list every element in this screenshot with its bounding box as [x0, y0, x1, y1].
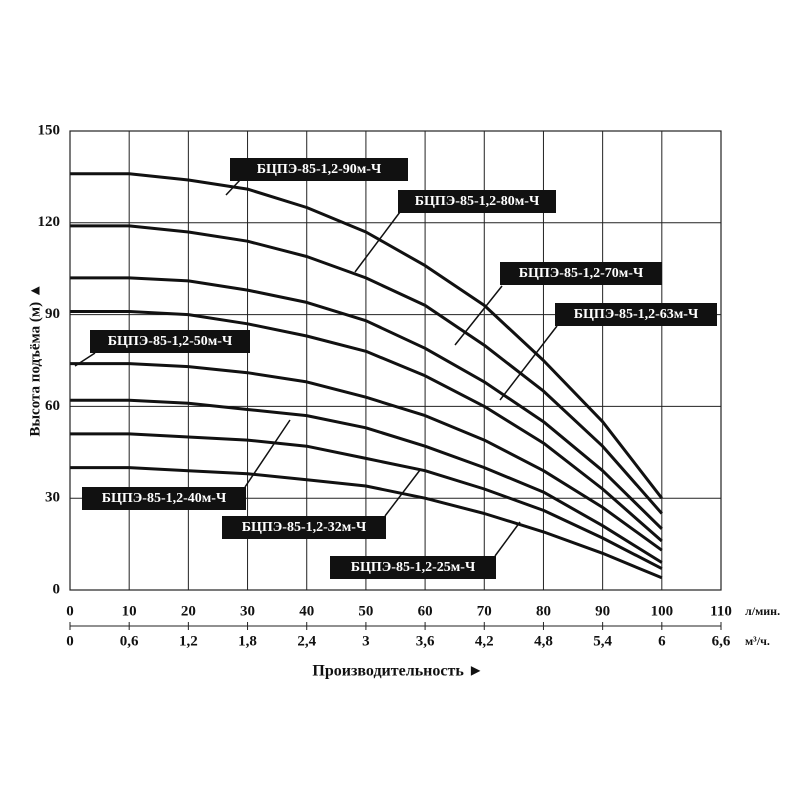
- label-pointer: [225, 179, 241, 196]
- y-tick-label: 60: [45, 398, 60, 414]
- x-tick-label: 40: [299, 603, 314, 619]
- x-tick-label: 70: [477, 603, 492, 619]
- x2-tick-label: 5,4: [593, 633, 612, 649]
- x-unit: л/мин.: [745, 604, 780, 618]
- curve: [70, 172, 663, 500]
- x-tick-label: 10: [122, 603, 137, 619]
- x-tick-label: 60: [418, 603, 433, 619]
- x-tick-label: 110: [710, 603, 732, 619]
- y-axis-title: Высота подъёма (м) ▲: [27, 283, 43, 436]
- curve: [70, 466, 663, 580]
- curve: [70, 276, 663, 530]
- x2-tick-label: 4,8: [534, 633, 553, 649]
- curve: [70, 432, 663, 570]
- x-tick-label: 50: [358, 603, 373, 619]
- label-pointer: [354, 211, 401, 273]
- series-label: БЦПЭ-85-1,2-50м-Ч: [108, 334, 233, 349]
- x2-tick-label: 6: [658, 633, 666, 649]
- x-tick-label: 30: [240, 603, 255, 619]
- x-tick-label: 100: [651, 603, 674, 619]
- x2-tick-label: 0,6: [120, 633, 139, 649]
- x2-tick-label: 1,8: [238, 633, 257, 649]
- series-label: БЦПЭ-85-1,2-70м-Ч: [519, 266, 644, 281]
- label-box: [398, 190, 556, 213]
- curve: [70, 362, 663, 552]
- label-box: [500, 262, 662, 285]
- curve: [70, 310, 663, 543]
- x-axis-title: Производительность ►: [312, 663, 483, 680]
- x-tick-label: 80: [536, 603, 551, 619]
- series-label: БЦПЭ-85-1,2-90м-Ч: [257, 162, 382, 177]
- y-tick-label: 150: [38, 122, 61, 138]
- label-pointer: [74, 352, 96, 367]
- label-box: [82, 487, 246, 510]
- series-label: БЦПЭ-85-1,2-32м-Ч: [242, 520, 367, 535]
- x2-tick-label: 0: [66, 633, 74, 649]
- label-box: [555, 303, 717, 326]
- x-tick-label: 0: [66, 603, 74, 619]
- label-box: [330, 556, 496, 579]
- label-box: [90, 330, 250, 353]
- x2-tick-label: 4,2: [475, 633, 494, 649]
- x-tick-label: 90: [595, 603, 610, 619]
- label-pointer: [244, 419, 291, 488]
- y-tick-label: 0: [53, 581, 61, 597]
- x2-tick-label: 3: [362, 633, 370, 649]
- x2-tick-label: 6,6: [712, 633, 731, 649]
- label-pointer: [454, 285, 503, 346]
- label-pointer: [494, 521, 521, 557]
- series-label: БЦПЭ-85-1,2-63м-Ч: [574, 307, 699, 322]
- y-tick-label: 90: [45, 306, 60, 322]
- plot-frame: [69, 130, 722, 591]
- x2-unit: м³/ч.: [745, 634, 770, 648]
- y-tick-label: 30: [45, 490, 60, 506]
- label-pointer: [499, 325, 558, 401]
- series-label: БЦПЭ-85-1,2-25м-Ч: [351, 560, 476, 575]
- curve: [70, 224, 663, 515]
- x2-tick-label: 1,2: [179, 633, 198, 649]
- label-box: [222, 516, 386, 539]
- label-box: [230, 158, 408, 181]
- x2-tick-label: 3,6: [416, 633, 435, 649]
- curve: [70, 398, 663, 564]
- x-tick-label: 20: [181, 603, 196, 619]
- series-label: БЦПЭ-85-1,2-40м-Ч: [102, 491, 227, 506]
- series-label: БЦПЭ-85-1,2-80м-Ч: [415, 194, 540, 209]
- y-tick-label: 120: [38, 214, 61, 230]
- x2-tick-label: 2,4: [297, 633, 316, 649]
